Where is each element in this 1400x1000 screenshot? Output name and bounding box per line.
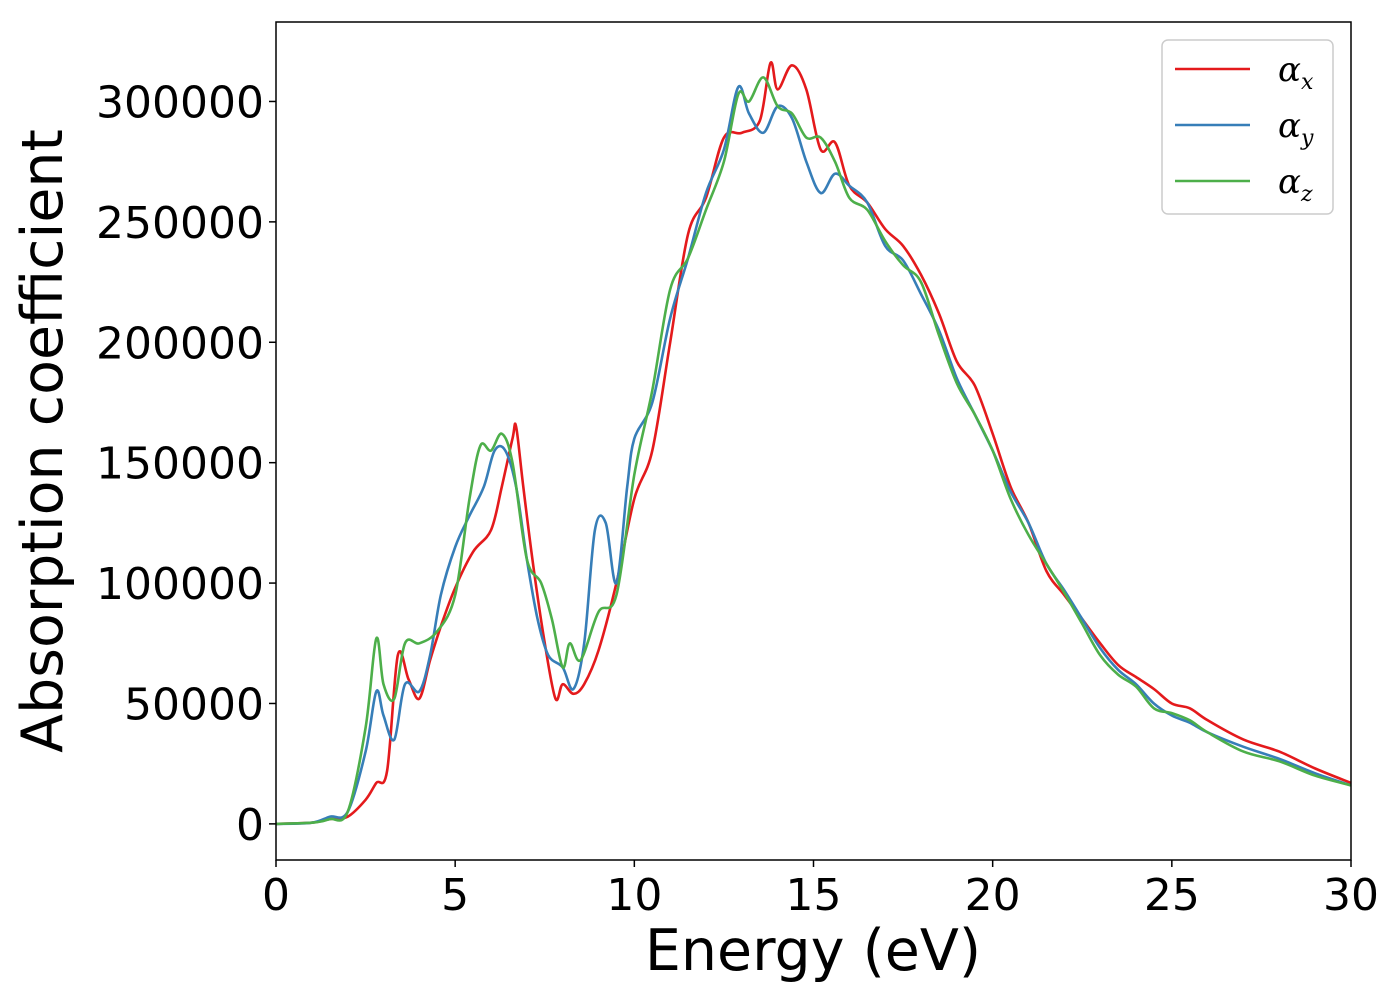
x-tick-label: 0 (262, 870, 290, 921)
x-tick-label: 25 (1144, 870, 1200, 921)
y-tick-label: 100000 (96, 559, 264, 610)
y-axis-label: Absorption coefficient (10, 129, 76, 753)
x-tick-label: 15 (786, 870, 842, 921)
x-axis-label: Energy (eV) (645, 918, 981, 984)
x-tick-label: 30 (1323, 870, 1379, 921)
series-line-y (276, 84, 1351, 826)
y-tick-label: 150000 (96, 439, 264, 490)
y-axis-ticks: 0 50000 100000 150000 200000 250000 300000 (96, 77, 276, 851)
y-tick-label: 50000 (124, 679, 264, 730)
x-axis-ticks: 0 5 10 15 20 25 30 (262, 860, 1379, 921)
series-line-z (276, 76, 1351, 826)
y-tick-label: 300000 (96, 77, 264, 128)
x-tick-label: 5 (441, 870, 469, 921)
y-tick-label: 250000 (96, 198, 264, 249)
legend-label-x: αx (1278, 50, 1314, 95)
legend: αx αy αz (1161, 39, 1334, 215)
x-tick-label: 20 (965, 870, 1021, 921)
legend-label-z: αz (1278, 162, 1313, 207)
legend-label-y: αy (1278, 106, 1314, 151)
y-tick-label: 200000 (96, 318, 264, 369)
legend-box (1161, 39, 1334, 215)
series-layer (276, 61, 1351, 826)
plot-frame (275, 21, 1352, 861)
y-tick-label: 0 (236, 800, 264, 851)
x-tick-label: 10 (606, 870, 662, 921)
